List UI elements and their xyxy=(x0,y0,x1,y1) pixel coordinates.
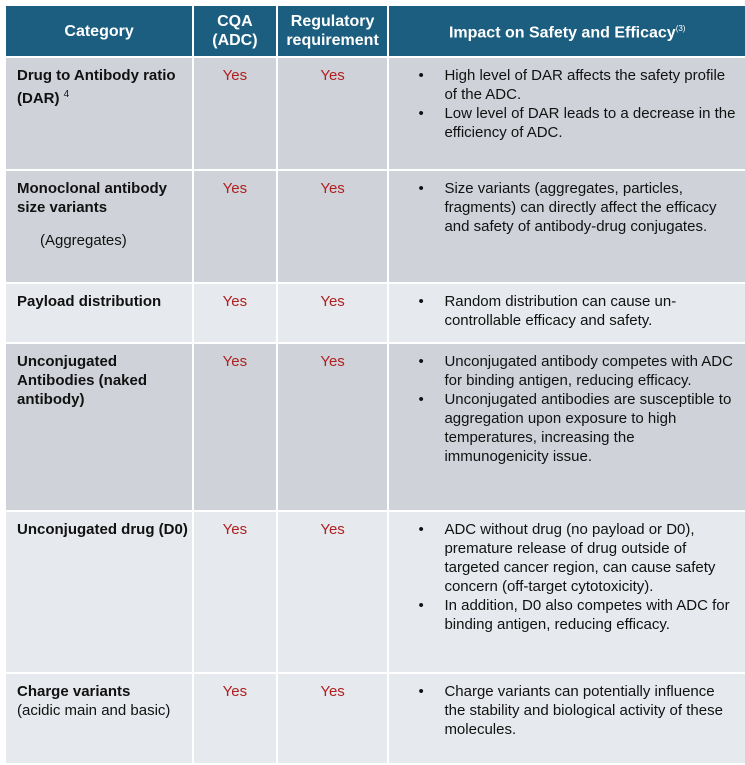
table-row: Charge variants (acidic main and basic) Y… xyxy=(6,674,745,763)
regulatory-cell: Yes xyxy=(277,512,388,672)
category-ref: 4 xyxy=(63,89,70,100)
impact-bullet: High level of DAR affects the safety pro… xyxy=(418,66,739,104)
impact-bullet: Size variants (aggregates, particles, fr… xyxy=(418,179,739,236)
category-cell: Drug to Antibody ratio (DAR) 4 xyxy=(6,58,193,169)
impact-cell: High level of DAR affects the safety pro… xyxy=(389,58,745,169)
category-name: Charge variants xyxy=(17,683,131,700)
header-category: Category xyxy=(6,6,193,56)
regulatory-cell: Yes xyxy=(277,674,388,763)
regulatory-cell: Yes xyxy=(277,58,388,169)
impact-bullet: Unconjugated antibody competes with ADC … xyxy=(418,352,739,390)
impact-list: High level of DAR affects the safety pro… xyxy=(389,66,739,142)
regulatory-cell: Yes xyxy=(277,344,388,510)
impact-bullet: ADC without drug (no payload or D0), pre… xyxy=(418,520,739,596)
category-cell: Payload distribution xyxy=(6,284,193,342)
table-row: Unconjugated Antibodies (naked antibody)… xyxy=(6,344,745,510)
category-cell: Unconjugated drug (D0) xyxy=(6,512,193,672)
cqa-table: Category CQA (ADC) Regulatory requiremen… xyxy=(4,4,745,765)
cqa-cell: Yes xyxy=(194,674,276,763)
impact-list: ADC without drug (no payload or D0), pre… xyxy=(389,520,739,634)
cqa-cell: Yes xyxy=(194,58,276,169)
table-row: Monoclonal antibody size variants (Aggreg… xyxy=(6,171,745,282)
impact-bullet: Low level of DAR leads to a decrease in … xyxy=(418,104,739,142)
impact-list: Size variants (aggregates, particles, fr… xyxy=(389,179,739,236)
impact-list: Unconjugated antibody competes with ADC … xyxy=(389,352,739,466)
impact-list: Charge variants can potentially influenc… xyxy=(389,682,739,739)
category-note: (acidic main and basic) xyxy=(17,702,171,719)
cqa-cell: Yes xyxy=(194,284,276,342)
category-cell: Charge variants (acidic main and basic) xyxy=(6,674,193,763)
impact-cell: Charge variants can potentially influenc… xyxy=(389,674,745,763)
impact-cell: Size variants (aggregates, particles, fr… xyxy=(389,171,745,282)
impact-bullet: Random distribution can cause un-control… xyxy=(418,292,739,330)
category-cell: Unconjugated Antibodies (naked antibody) xyxy=(6,344,193,510)
table-row: Drug to Antibody ratio (DAR) 4 Yes Yes H… xyxy=(6,58,745,169)
cqa-cell: Yes xyxy=(194,171,276,282)
regulatory-cell: Yes xyxy=(277,171,388,282)
category-cell: Monoclonal antibody size variants (Aggreg… xyxy=(6,171,193,282)
table-row: Unconjugated drug (D0) Yes Yes ADC witho… xyxy=(6,512,745,672)
header-impact-label: Impact on Safety and Efficacy xyxy=(448,24,676,42)
impact-list: Random distribution can cause un-control… xyxy=(389,292,739,330)
cqa-cell: Yes xyxy=(194,512,276,672)
header-ref: (3) xyxy=(675,24,686,34)
impact-bullet: In addition, D0 also competes with ADC f… xyxy=(418,596,739,634)
impact-bullet: Unconjugated antibodies are susceptible … xyxy=(418,390,739,466)
impact-cell: Unconjugated antibody competes with ADC … xyxy=(389,344,745,510)
header-regulatory: Regulatory requirement xyxy=(277,6,388,56)
category-name: Unconjugated drug (D0) xyxy=(17,521,188,538)
category-name: Payload distribution xyxy=(17,293,162,310)
cqa-cell: Yes xyxy=(194,344,276,510)
category-name: Unconjugated Antibodies (naked antibody) xyxy=(17,353,148,408)
category-name: Monoclonal antibody size variants xyxy=(17,180,167,216)
table-row: Payload distribution Yes Yes Random dist… xyxy=(6,284,745,342)
category-note: (Aggregates) xyxy=(40,232,127,249)
impact-cell: Random distribution can cause un-control… xyxy=(389,284,745,342)
header-cqa: CQA (ADC) xyxy=(194,6,276,56)
category-name: Drug to Antibody ratio (DAR) xyxy=(17,67,176,107)
regulatory-cell: Yes xyxy=(277,284,388,342)
header-impact: Impact on Safety and Efficacy(3) xyxy=(389,6,745,56)
impact-bullet: Charge variants can potentially influenc… xyxy=(418,682,739,739)
impact-cell: ADC without drug (no payload or D0), pre… xyxy=(389,512,745,672)
header-row: Category CQA (ADC) Regulatory requiremen… xyxy=(6,6,745,56)
